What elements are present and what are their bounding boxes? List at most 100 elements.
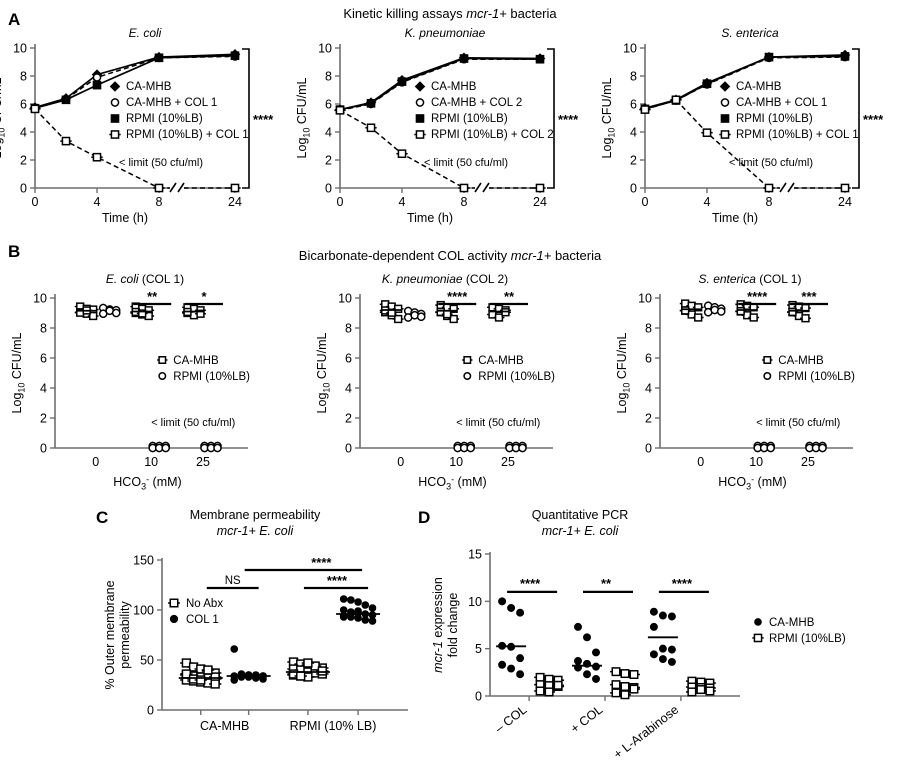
legend-label: RPMI (10%LB) <box>126 113 203 125</box>
limit-note: < limit (50 cfu/ml) <box>424 157 508 169</box>
data-point-camhb <box>679 306 691 315</box>
limit-note: < limit (50 cfu/ml) <box>729 157 813 169</box>
x-tick-label: 0 <box>397 455 404 469</box>
panel-a-title-plain2: bacteria <box>506 6 557 21</box>
y-tick-label: 0 <box>325 182 332 196</box>
y-tick-label: 8 <box>645 322 652 336</box>
panel-a-title-plain1: Kinetic killing assays <box>343 6 467 21</box>
y-axis-label: mcr-1 expression fold change <box>431 577 460 673</box>
y-tick-label: 4 <box>20 126 27 140</box>
y-axis-label-line2: fold change <box>446 593 460 658</box>
species-suffix: (COL 2) <box>462 272 509 286</box>
x-tick-label: 0 <box>337 195 344 209</box>
svg-text:Log10 CFU/mL: Log10 CFU/mL <box>0 78 7 159</box>
legend-marker-square-filled <box>110 114 120 123</box>
x-tick-label: 4 <box>704 195 711 209</box>
species-label: E. coli <box>128 26 162 40</box>
data-point-circle-filled <box>361 616 370 624</box>
data-point-camhb <box>448 304 460 313</box>
data-point-square-open <box>208 679 222 689</box>
series-line <box>34 57 160 110</box>
data-point-square-filled <box>840 52 850 61</box>
series-line-post-break <box>463 57 541 61</box>
data-point-square-open <box>153 183 165 193</box>
data-point-camhb <box>658 644 667 653</box>
y-tick-label: 10 <box>318 42 332 56</box>
legend-label: CA-MHB + COL 2 <box>431 97 522 109</box>
legend-label: RPMI (10%LB) <box>736 113 813 125</box>
legend-label: RPMI (10%LB) + COL 1 <box>126 129 249 141</box>
panel-d-title-line2: mcr-1+ E. coli <box>455 524 705 538</box>
legend-marker-diamond-filled <box>109 81 121 92</box>
data-point-square-filled <box>61 95 71 105</box>
data-point-rpmi <box>416 312 426 322</box>
legend-marker-circle <box>169 614 179 624</box>
data-point-circle-filled <box>244 671 253 679</box>
panel-a-chart-1-species: K. pneumoniae <box>330 26 560 40</box>
panel-b-title-plain1: Bicarbonate-dependent COL activity <box>298 248 511 263</box>
data-point-camhb <box>649 607 658 616</box>
y-tick-label: 10 <box>33 292 47 306</box>
axis-break-mask <box>780 183 794 193</box>
data-point-square-filled <box>366 98 376 108</box>
significance-bracket <box>852 48 860 189</box>
panel-letter-a: A <box>8 10 21 29</box>
svg-text:Log10 CFU/mL: Log10 CFU/mL <box>295 78 312 159</box>
significance-bracket <box>547 48 555 189</box>
y-tick-label: 15 <box>468 548 482 562</box>
y-tick-label: 2 <box>645 412 652 426</box>
legend-marker-circle <box>463 372 472 380</box>
data-point-camhb <box>692 313 704 322</box>
x-tick-label: 0 <box>32 195 39 209</box>
series-line <box>34 57 160 109</box>
data-point-square-filled <box>92 80 102 90</box>
data-point-square-open <box>534 183 546 193</box>
data-point-rpmi <box>685 687 698 697</box>
x-tick-label: 25 <box>196 455 210 469</box>
y-tick-label: 6 <box>40 352 47 366</box>
species-suffix: (COL 1) <box>138 272 185 286</box>
legend-marker-square-filled <box>720 114 730 123</box>
y-tick-label: 50 <box>140 654 154 668</box>
data-point-square-open <box>194 675 207 685</box>
y-axis-label: Log10 CFU/mL <box>0 78 7 159</box>
series-line-post-break <box>768 55 846 58</box>
x-tick-label: 24 <box>228 195 242 209</box>
x-axis-label: Time (h) <box>407 211 453 225</box>
data-point-square-open <box>294 671 307 681</box>
data-point-camhb <box>516 608 525 617</box>
y-tick-label: 0 <box>475 690 482 704</box>
significance-label: *** <box>801 289 817 304</box>
data-point-square-open <box>670 95 682 105</box>
data-point-camhb <box>392 314 404 324</box>
x-tick-label: 0 <box>642 195 649 209</box>
data-point-camhb <box>735 307 747 316</box>
series-line <box>339 57 465 111</box>
y-tick-label: 8 <box>325 70 332 84</box>
y-tick-label: 2 <box>20 154 27 168</box>
panel-a-chart-0-species: E. coli <box>30 26 260 40</box>
y-tick-label: 10 <box>13 42 27 56</box>
axis-break-slash <box>779 182 787 193</box>
limit-note: < limit (50 cfu/ml) <box>119 157 203 169</box>
data-point-rpmi <box>111 308 121 318</box>
panel-b-title-plain2: bacteria <box>551 248 602 263</box>
panel-letter-c: C <box>96 508 109 527</box>
data-point-square-open <box>763 183 775 193</box>
legend-marker-circle <box>754 618 762 626</box>
panel-a-chart-2-species: S. enterica <box>635 26 865 40</box>
axis-break-mask <box>475 183 489 193</box>
panel-letter-b: B <box>8 242 21 261</box>
data-point-camhb <box>448 314 460 324</box>
axis-break-slash <box>177 182 185 193</box>
data-point-square-filled <box>154 53 164 63</box>
data-point-rpmi <box>818 443 827 453</box>
data-point-rpmi <box>628 684 640 694</box>
data-point-camhb <box>667 612 676 621</box>
data-point-camhb <box>692 303 704 312</box>
data-point-rpmi <box>703 686 716 696</box>
y-tick-label: 2 <box>345 412 352 426</box>
panel-b-title: Bicarbonate-dependent COL activity mcr-1… <box>0 248 900 263</box>
